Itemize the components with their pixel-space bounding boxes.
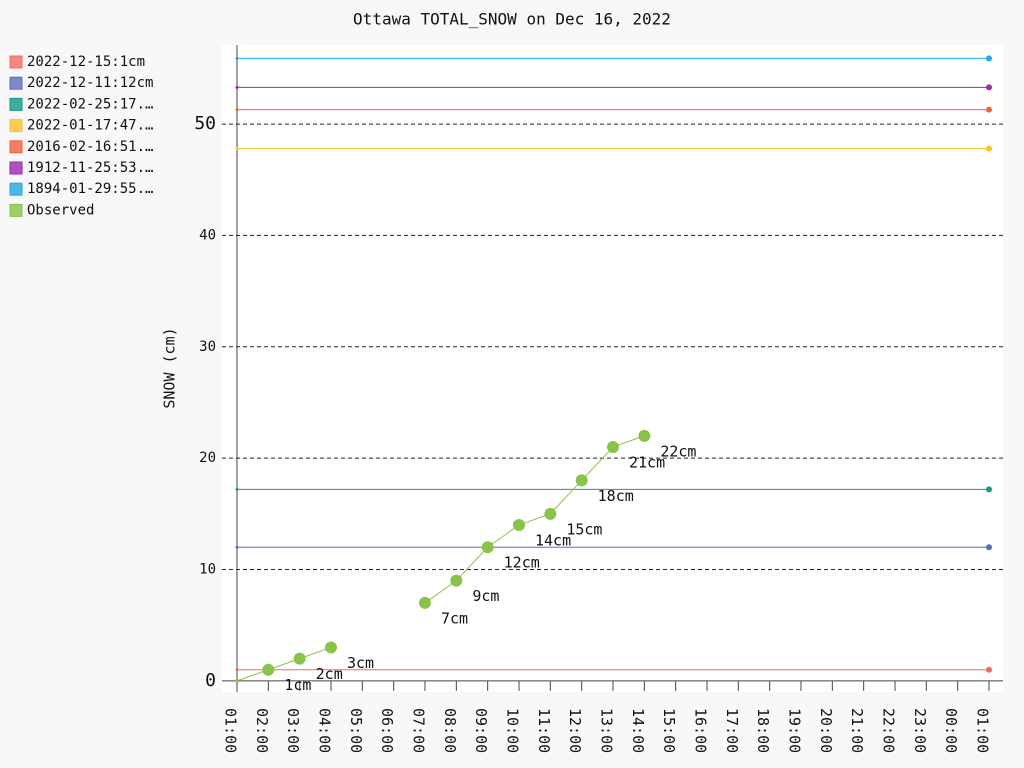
observed-point xyxy=(638,429,651,442)
x-tick-label: 02:00 xyxy=(253,708,271,753)
data-label: 1cm xyxy=(284,676,311,694)
legend-label: Observed xyxy=(27,202,94,218)
observed-point xyxy=(293,652,306,665)
reference-point xyxy=(235,668,239,672)
reference-point xyxy=(235,56,239,60)
x-tick-label: 04:00 xyxy=(316,708,334,753)
data-label: 18cm xyxy=(598,487,634,505)
x-tick-label: 00:00 xyxy=(942,708,960,753)
x-tick-label: 01:00 xyxy=(974,708,992,753)
observed-point xyxy=(262,663,275,676)
x-tick-label: 16:00 xyxy=(692,708,710,753)
observed-point xyxy=(513,518,525,531)
reference-point xyxy=(235,545,239,549)
legend-swatch xyxy=(9,97,23,111)
legend-label: 2022-12-15:1cm xyxy=(27,54,145,70)
y-tick-label: 40 xyxy=(199,227,216,243)
reference-point xyxy=(986,544,992,551)
data-label: 22cm xyxy=(660,442,696,460)
reference-point xyxy=(235,147,239,151)
reference-point xyxy=(986,106,992,113)
legend-label: 1894-01-29:55.… xyxy=(27,181,153,197)
x-tick-label: 11:00 xyxy=(535,708,553,753)
data-label: 2cm xyxy=(316,665,343,683)
x-tick-label: 19:00 xyxy=(786,708,804,753)
x-tick-label: 09:00 xyxy=(472,708,490,753)
observed-point xyxy=(607,441,619,454)
reference-point xyxy=(986,55,992,62)
reference-point xyxy=(235,85,239,89)
reference-point xyxy=(986,145,992,152)
observed-point xyxy=(481,541,494,554)
x-tick-label: 14:00 xyxy=(629,708,647,753)
observed-point xyxy=(544,507,557,520)
y-tick-label: 20 xyxy=(199,450,216,466)
x-tick-label: 05:00 xyxy=(347,708,365,753)
plot-area xyxy=(222,45,1003,692)
x-tick-label: 17:00 xyxy=(723,708,741,753)
data-label: 12cm xyxy=(504,554,540,572)
legend-label: 1912-11-25:53.… xyxy=(27,160,153,176)
x-tick-label: 12:00 xyxy=(566,708,584,753)
legend-swatch xyxy=(9,161,23,175)
legend-label: 2016-02-16:51.… xyxy=(27,139,153,155)
y-tick-label: 50 xyxy=(194,113,216,134)
x-tick-label: 22:00 xyxy=(880,708,898,753)
legend-label: 2022-02-25:17.… xyxy=(27,96,153,112)
data-label: 3cm xyxy=(347,654,374,672)
legend-swatch xyxy=(9,182,23,196)
legend-label: 2022-01-17:47.… xyxy=(27,118,153,134)
y-tick-label: 30 xyxy=(199,339,216,355)
data-label: 7cm xyxy=(441,609,468,627)
x-tick-label: 21:00 xyxy=(848,708,866,753)
legend-swatch xyxy=(9,55,23,69)
data-label: 15cm xyxy=(566,520,602,538)
reference-point xyxy=(235,487,239,491)
observed-point xyxy=(325,641,337,654)
x-tick-label: 03:00 xyxy=(284,708,302,753)
legend-swatch xyxy=(9,203,23,217)
x-tick-label: 06:00 xyxy=(378,708,396,753)
observed-line xyxy=(236,435,645,682)
observed-point xyxy=(575,474,588,487)
y-axis-label: SNOW (cm) xyxy=(161,327,179,408)
legend-swatch xyxy=(9,140,23,154)
x-tick-label: 08:00 xyxy=(441,708,459,753)
reference-point xyxy=(986,486,992,493)
x-tick-label: 13:00 xyxy=(598,708,616,753)
observed-point xyxy=(450,574,463,587)
x-tick-label: 15:00 xyxy=(660,708,678,753)
data-label: 9cm xyxy=(472,587,499,605)
x-tick-label: 07:00 xyxy=(410,708,428,753)
legend-swatch xyxy=(9,119,23,133)
reference-point xyxy=(986,666,992,673)
y-tick-label: 10 xyxy=(199,562,216,578)
x-tick-label: 20:00 xyxy=(817,708,835,753)
x-tick-label: 23:00 xyxy=(911,708,929,753)
x-tick-label: 18:00 xyxy=(754,708,772,753)
x-tick-label: 10:00 xyxy=(504,708,522,753)
y-tick-label: 0 xyxy=(205,670,216,691)
legend-label: 2022-12-11:12cm xyxy=(27,75,153,91)
reference-point xyxy=(235,108,239,112)
data-label: 21cm xyxy=(629,454,665,472)
reference-point xyxy=(986,84,992,91)
chart-title: Ottawa TOTAL_SNOW on Dec 16, 2022 xyxy=(353,10,671,29)
legend-swatch xyxy=(9,76,23,90)
data-label: 14cm xyxy=(535,531,571,549)
x-tick-label: 01:00 xyxy=(222,708,240,753)
observed-point xyxy=(419,596,431,609)
observed-point xyxy=(235,678,239,683)
